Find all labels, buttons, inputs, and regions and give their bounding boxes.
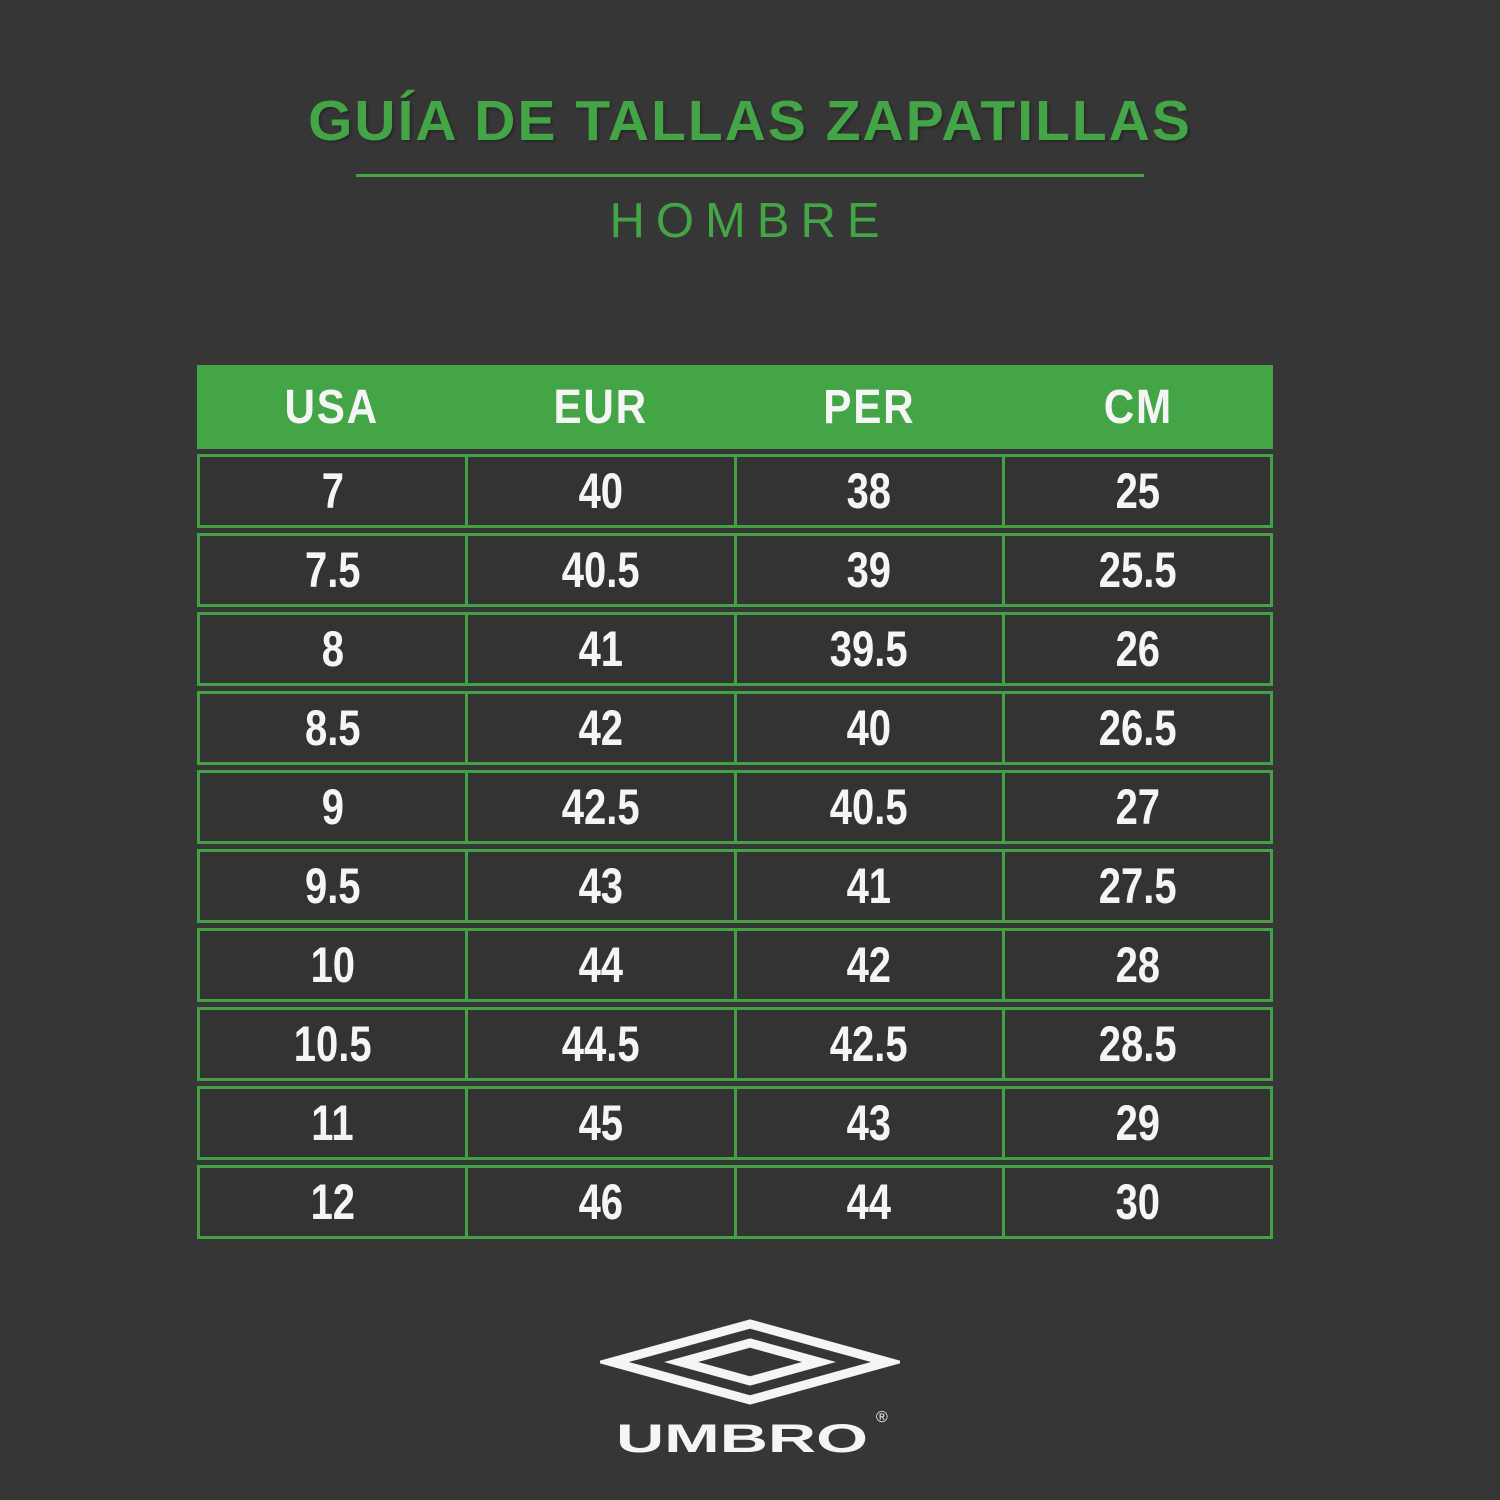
cell-eur: 42.5: [468, 773, 737, 841]
table-row: 10 44 42 28: [197, 928, 1273, 1002]
umbro-wordmark: UMBRO: [616, 1417, 868, 1461]
cell-usa: 11: [200, 1089, 469, 1157]
header-label-per: PER: [823, 380, 916, 434]
umbro-inner-diamond: [664, 1338, 836, 1386]
header-label-cm: CM: [1103, 380, 1174, 434]
cell-per: 41: [737, 852, 1005, 920]
cell-per: 42.5: [737, 1010, 1005, 1078]
table-row: 11 45 43 29: [197, 1086, 1273, 1160]
size-table-body: 7 40 38 25 7.5 40.5 39 25.5 8 41 39.5 26…: [197, 454, 1273, 1239]
cell-usa: 9.5: [200, 852, 469, 920]
header-cell-cm: CM: [1004, 380, 1273, 435]
cell-cm: 25.5: [1098, 542, 1177, 598]
cell-usa: 10: [200, 931, 469, 999]
size-table: USA EUR PER CM 7 40 38 25 7.5 40.5 39 25…: [197, 365, 1273, 1239]
cell-per: 40: [737, 694, 1005, 762]
header-cell-eur: EUR: [466, 380, 735, 435]
cell-usa: 8: [200, 615, 469, 683]
title-underline: [356, 174, 1144, 177]
header-cell-per: PER: [735, 380, 1004, 435]
cell-eur: 44: [468, 931, 737, 999]
cell-usa: 7: [200, 457, 469, 525]
cell-usa: 12: [200, 1168, 469, 1236]
table-row: 7 40 38 25: [197, 454, 1273, 528]
cell-per: 43: [737, 1089, 1005, 1157]
table-row: 12 46 44 30: [197, 1165, 1273, 1239]
cell-per: 39: [737, 536, 1005, 604]
cell-eur: 42: [468, 694, 737, 762]
cell-eur: 44.5: [468, 1010, 737, 1078]
cell-cm: 28: [1115, 937, 1160, 993]
cell-usa: 8.5: [200, 694, 469, 762]
umbro-double-diamond-icon: UMBRO ®: [600, 1319, 900, 1461]
cell-cm: 26.5: [1098, 700, 1177, 756]
header-label-usa: USA: [284, 380, 379, 434]
registered-trademark: ®: [876, 1409, 888, 1426]
table-row: 8 41 39.5 26: [197, 612, 1273, 686]
brand-logo: UMBRO ®: [600, 1318, 900, 1468]
page-title: GUÍA DE TALLAS ZAPATILLAS: [308, 89, 1192, 153]
cell-cm: 27: [1115, 779, 1160, 835]
cell-eur: 45: [468, 1089, 737, 1157]
umbro-outer-diamond: [600, 1319, 900, 1405]
header-cell-usa: USA: [197, 380, 466, 435]
cell-usa: 9: [200, 773, 469, 841]
cell-cm: 27.5: [1098, 858, 1177, 914]
cell-usa: 10.5: [200, 1010, 469, 1078]
cell-usa: 7.5: [200, 536, 469, 604]
cell-per: 42: [737, 931, 1005, 999]
cell-cm: 28.5: [1098, 1016, 1177, 1072]
cell-per: 44: [737, 1168, 1005, 1236]
cell-eur: 43: [468, 852, 737, 920]
cell-per: 39.5: [737, 615, 1005, 683]
table-row: 7.5 40.5 39 25.5: [197, 533, 1273, 607]
cell-per: 40.5: [737, 773, 1005, 841]
table-row: 10.5 44.5 42.5 28.5: [197, 1007, 1273, 1081]
cell-cm: 30: [1115, 1174, 1160, 1230]
cell-cm: 26: [1115, 621, 1160, 677]
cell-eur: 40: [468, 457, 737, 525]
header-block: GUÍA DE TALLAS ZAPATILLAS HOMBRE: [0, 88, 1500, 249]
cell-cm: 29: [1115, 1095, 1160, 1151]
table-row: 9.5 43 41 27.5: [197, 849, 1273, 923]
page-subtitle: HOMBRE: [609, 194, 891, 248]
cell-eur: 41: [468, 615, 737, 683]
header-label-eur: EUR: [553, 380, 648, 434]
table-row: 8.5 42 40 26.5: [197, 691, 1273, 765]
table-row: 9 42.5 40.5 27: [197, 770, 1273, 844]
cell-cm: 25: [1115, 463, 1160, 519]
table-header-row: USA EUR PER CM: [197, 365, 1273, 449]
cell-eur: 46: [468, 1168, 737, 1236]
cell-eur: 40.5: [468, 536, 737, 604]
cell-per: 38: [737, 457, 1005, 525]
